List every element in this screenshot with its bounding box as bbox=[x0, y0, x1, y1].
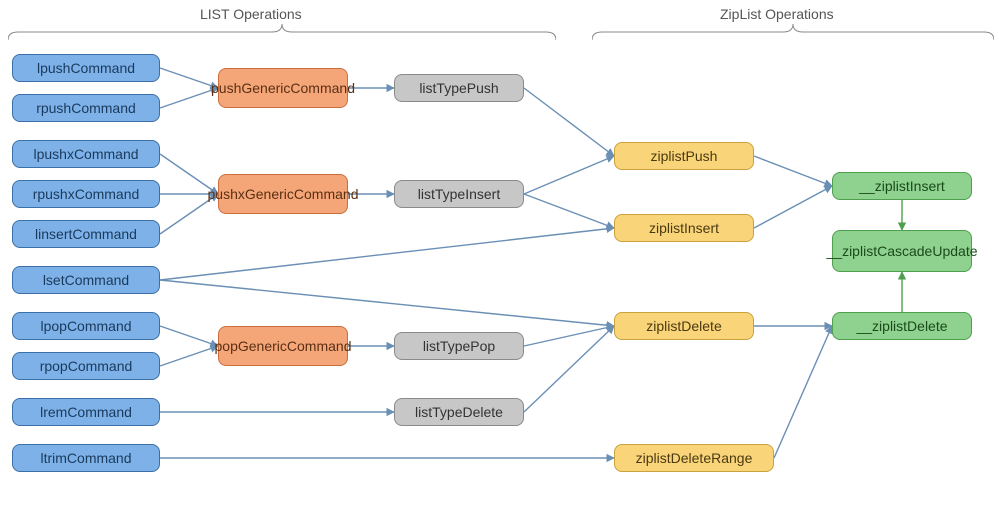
edge-rpush-pushG bbox=[160, 88, 218, 108]
edge-lset-zlIns bbox=[160, 228, 614, 280]
node-pushxG: pushxGenericCommand bbox=[218, 174, 348, 214]
edge-zlIns-zInsert bbox=[754, 186, 832, 228]
node-ltPop: listTypePop bbox=[394, 332, 524, 360]
node-lrem: lremCommand bbox=[12, 398, 160, 426]
edge-ltIns-zlIns bbox=[524, 194, 614, 228]
node-lset: lsetCommand bbox=[12, 266, 160, 294]
node-popG: popGenericCommand bbox=[218, 326, 348, 366]
node-rpushx: rpushxCommand bbox=[12, 180, 160, 208]
edge-ltDel-zlDel bbox=[524, 326, 614, 412]
edge-zlDelR-zDelete bbox=[774, 326, 832, 458]
edge-zlPush-zInsert bbox=[754, 156, 832, 186]
edge-ltPop-zlDel bbox=[524, 326, 614, 346]
edge-lpop-popG bbox=[160, 326, 218, 346]
edge-lpush-pushG bbox=[160, 68, 218, 88]
node-ltPush: listTypePush bbox=[394, 74, 524, 102]
node-rpush: rpushCommand bbox=[12, 94, 160, 122]
node-zDelete: __ziplistDelete bbox=[832, 312, 972, 340]
node-lpush: lpushCommand bbox=[12, 54, 160, 82]
edge-ltPush-zlPush bbox=[524, 88, 614, 156]
brace-ziplist-ops bbox=[592, 24, 994, 40]
node-zlDel: ziplistDelete bbox=[614, 312, 754, 340]
edge-ltIns-zlPush bbox=[524, 156, 614, 194]
edge-rpop-popG bbox=[160, 346, 218, 366]
node-linsert: linsertCommand bbox=[12, 220, 160, 248]
node-rpop: rpopCommand bbox=[12, 352, 160, 380]
node-pushG: pushGenericCommand bbox=[218, 68, 348, 108]
node-lpushx: lpushxCommand bbox=[12, 140, 160, 168]
header-list-ops: LIST Operations bbox=[200, 6, 302, 22]
node-ltIns: listTypeInsert bbox=[394, 180, 524, 208]
node-ltrim: ltrimCommand bbox=[12, 444, 160, 472]
node-zlIns: ziplistInsert bbox=[614, 214, 754, 242]
node-zlDelR: ziplistDeleteRange bbox=[614, 444, 774, 472]
edge-lset-zlDel bbox=[160, 280, 614, 326]
node-zlPush: ziplistPush bbox=[614, 142, 754, 170]
header-ziplist-ops: ZipList Operations bbox=[720, 6, 834, 22]
node-lpop: lpopCommand bbox=[12, 312, 160, 340]
brace-list-ops bbox=[8, 24, 556, 40]
node-zInsert: __ziplistInsert bbox=[832, 172, 972, 200]
node-ltDel: listTypeDelete bbox=[394, 398, 524, 426]
node-zCasc: __ziplistCascadeUpdate bbox=[832, 230, 972, 272]
